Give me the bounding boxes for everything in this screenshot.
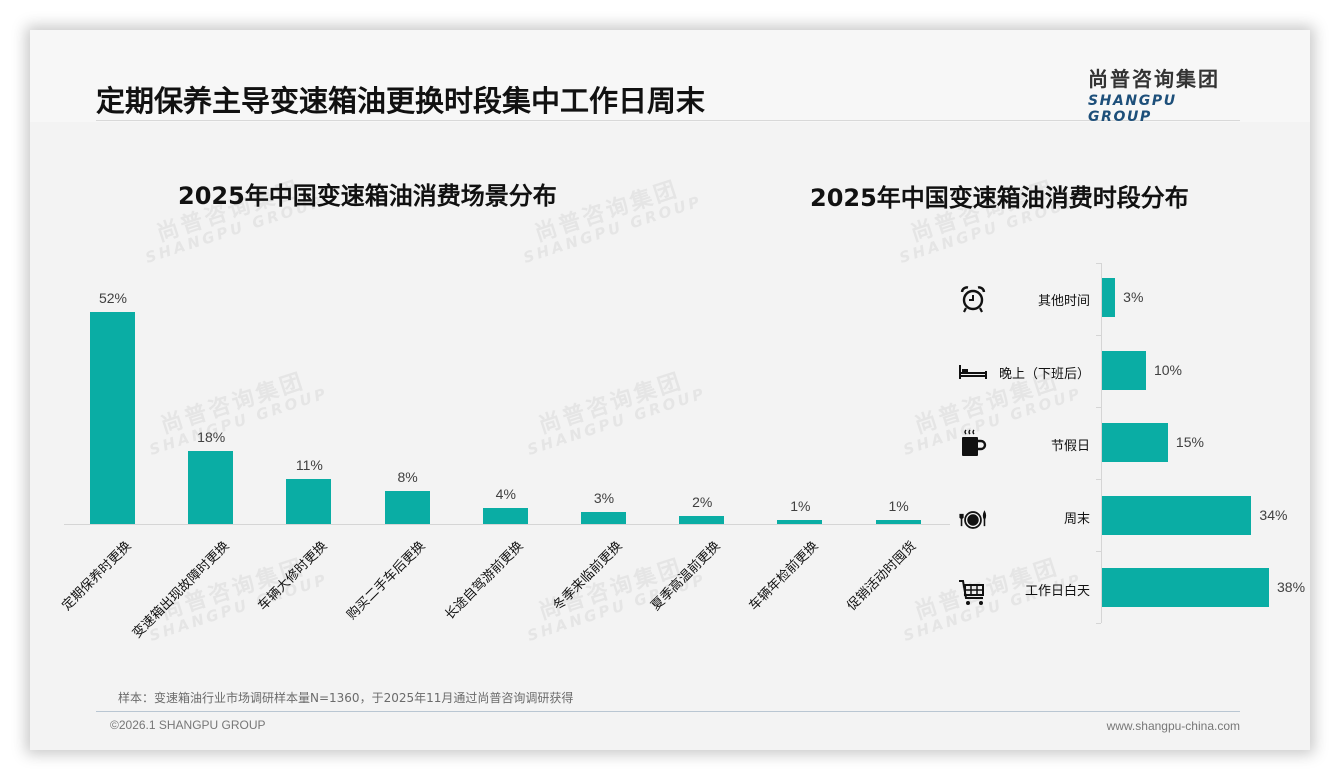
timeslot-category-label: 晚上（下班后）	[998, 367, 1090, 382]
footer-divider	[96, 711, 1240, 712]
timeslot-category-label: 周末	[1063, 512, 1090, 527]
scenario-chart-title: 2025年中国变速箱油消费场景分布	[178, 182, 557, 210]
scenario-bar-value: 3%	[593, 489, 615, 506]
axis-tick	[1096, 335, 1101, 336]
scenario-category-label: 夏季高温前更换	[648, 538, 724, 614]
alarm-clock-icon	[960, 286, 986, 313]
scenario-bar-value: 1%	[888, 497, 909, 514]
scenario-bar-value: 11%	[295, 457, 323, 474]
scenario-category-label: 车辆年检前更换	[746, 538, 822, 614]
timeslot-category-label: 其他时间	[1037, 294, 1090, 309]
scenario-category-label: 购买二手车后更换	[344, 538, 429, 623]
timeslot-bar-value: 38%	[1277, 579, 1306, 595]
bed-icon	[959, 365, 987, 379]
timeslot-category-label: 工作日白天	[1024, 584, 1090, 599]
watermark: 尚普咨询集团 SHANGPU GROUP	[525, 368, 709, 460]
timeslot-bar-value: 3%	[1123, 289, 1144, 305]
logo: 尚普咨询集团 SHANGPU GROUP	[1088, 63, 1238, 125]
timeslot-bar-value: 10%	[1153, 362, 1182, 378]
scenario-bar	[286, 479, 332, 524]
scenario-bar	[188, 450, 234, 524]
website-link[interactable]: www.shangpu-china.com	[1106, 719, 1240, 733]
timeslot-bar	[1102, 568, 1269, 607]
sample-note: 样本：变速箱油行业市场调研样本量N=1360，于2025年11月通过尚普咨询调研…	[118, 691, 574, 705]
scenario-category-label: 长途自驾游前更换	[442, 538, 527, 623]
axis-tick	[1096, 263, 1101, 264]
axis-tick	[1096, 407, 1101, 408]
scenario-bar	[90, 312, 135, 524]
scenario-bar	[482, 507, 528, 524]
timeslot-bar-value: 34%	[1259, 507, 1288, 523]
scenario-bar	[777, 519, 823, 524]
shopping-cart-icon	[959, 580, 984, 605]
axis-tick	[1096, 479, 1101, 480]
scenario-chart-baseline	[64, 524, 950, 525]
logo-cn-text: 尚普咨询集团	[1088, 67, 1220, 91]
timeslot-bar	[1102, 496, 1252, 535]
scenario-bar-value: 2%	[692, 493, 713, 510]
scenario-bar-value: 4%	[495, 485, 516, 502]
title-divider	[96, 120, 1240, 121]
scenario-bar-value: 8%	[397, 469, 418, 486]
timeslot-bar	[1102, 278, 1116, 317]
timeslot-chart-axis	[1101, 263, 1102, 623]
logo-en-text: SHANGPU GROUP	[1088, 93, 1177, 125]
scenario-bar	[875, 519, 921, 524]
page-title: 定期保养主导变速箱油更换时段集中工作日周末	[96, 84, 706, 118]
scenario-bar	[581, 511, 626, 524]
scenario-bar	[384, 491, 430, 524]
axis-tick	[1096, 623, 1101, 624]
scenario-category-label: 变速箱出现故障时更换	[129, 538, 233, 642]
hot-coffee-icon	[962, 429, 987, 456]
scenario-bar-value: 52%	[98, 290, 128, 306]
copyright: ©2026.1 SHANGPU GROUP	[110, 718, 266, 732]
timeslot-bar	[1102, 351, 1146, 390]
slide: 定期保养主导变速箱油更换时段集中工作日周末 尚普咨询集团 SHANGPU GRO…	[30, 30, 1310, 750]
plate-cutlery-icon	[959, 510, 987, 529]
scenario-bar-value: 18%	[197, 428, 226, 445]
timeslot-bar	[1102, 423, 1168, 462]
axis-tick	[1096, 551, 1101, 552]
timeslot-bar-value: 15%	[1175, 434, 1204, 450]
scenario-category-label: 促销活动时囤货	[844, 538, 920, 614]
header-band	[30, 30, 1310, 122]
scenario-bar-value: 1%	[790, 497, 811, 514]
timeslot-chart-title: 2025年中国变速箱油消费时段分布	[810, 184, 1189, 212]
timeslot-category-label: 节假日	[1050, 439, 1090, 454]
scenario-category-label: 定期保养时更换	[58, 538, 134, 614]
scenario-bar	[679, 515, 725, 524]
scenario-category-label: 冬季来临前更换	[549, 538, 625, 614]
scenario-category-label: 车辆大修时更换	[255, 538, 331, 614]
